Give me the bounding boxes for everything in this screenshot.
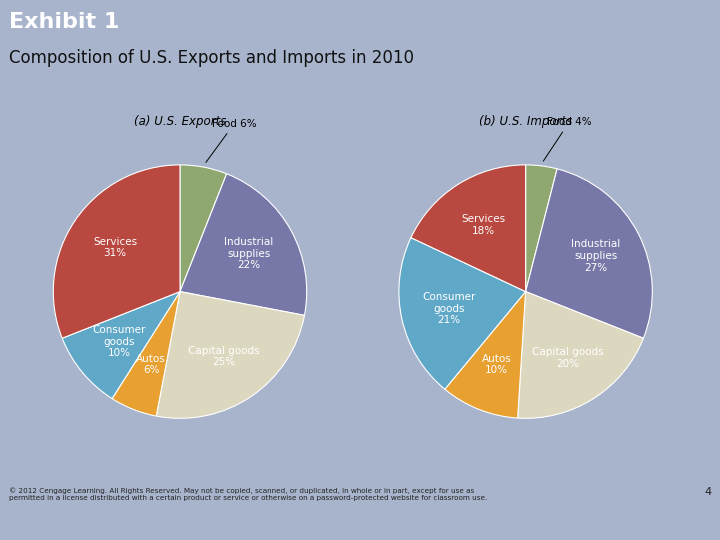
Text: Capital goods
25%: Capital goods 25%	[189, 346, 260, 367]
Wedge shape	[411, 165, 526, 292]
Text: Autos
10%: Autos 10%	[482, 354, 511, 375]
Text: Industrial
supplies
22%: Industrial supplies 22%	[224, 237, 274, 271]
Title: (a) U.S. Exports: (a) U.S. Exports	[134, 115, 226, 128]
Wedge shape	[526, 165, 557, 292]
Wedge shape	[180, 165, 227, 292]
Wedge shape	[180, 174, 307, 315]
Text: Consumer
goods
21%: Consumer goods 21%	[422, 292, 476, 325]
Wedge shape	[526, 169, 652, 338]
Text: Services
18%: Services 18%	[462, 214, 505, 236]
Text: Exhibit 1: Exhibit 1	[9, 12, 119, 32]
Text: Capital goods
20%: Capital goods 20%	[532, 347, 603, 369]
Wedge shape	[399, 238, 526, 389]
Text: Consumer
goods
10%: Consumer goods 10%	[93, 325, 146, 358]
Text: Food 6%: Food 6%	[206, 119, 257, 163]
Wedge shape	[112, 292, 180, 416]
Text: Autos
6%: Autos 6%	[136, 354, 166, 375]
Wedge shape	[156, 292, 305, 418]
Wedge shape	[53, 165, 180, 338]
Text: Food 4%: Food 4%	[544, 117, 592, 161]
Text: Services
31%: Services 31%	[93, 237, 137, 258]
Wedge shape	[445, 292, 526, 418]
Text: © 2012 Cengage Learning. All Rights Reserved. May not be copied, scanned, or dup: © 2012 Cengage Learning. All Rights Rese…	[9, 487, 487, 501]
Wedge shape	[62, 292, 180, 399]
Text: Industrial
supplies
27%: Industrial supplies 27%	[571, 239, 620, 273]
Wedge shape	[518, 292, 644, 418]
Text: Composition of U.S. Exports and Imports in 2010: Composition of U.S. Exports and Imports …	[9, 49, 413, 67]
Title: (b) U.S. Imports: (b) U.S. Imports	[479, 115, 572, 128]
Text: 4: 4	[704, 487, 711, 497]
